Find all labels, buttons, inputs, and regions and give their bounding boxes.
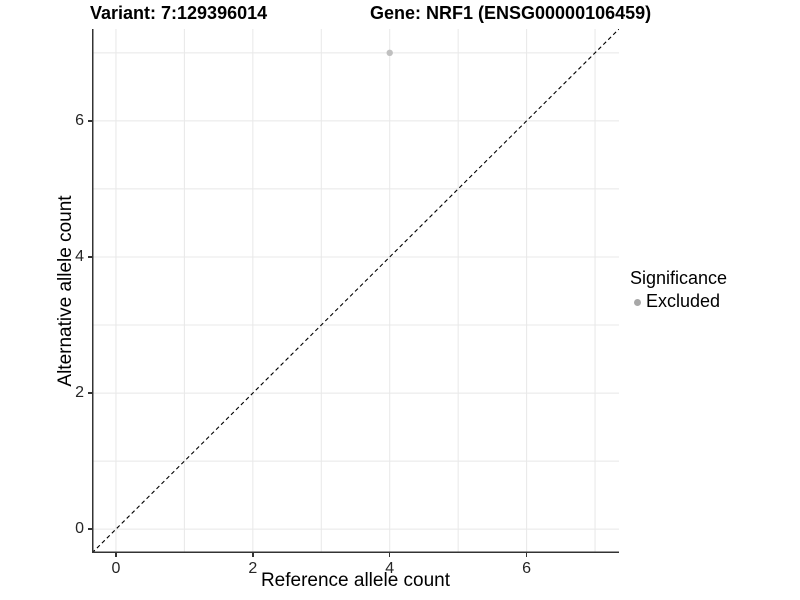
legend-point-icon: [634, 298, 641, 306]
y-tick-label: 2: [75, 384, 84, 402]
plot-title-variant: Variant: 7:129396014: [90, 3, 268, 23]
x-tick-label: 2: [248, 560, 258, 577]
plot-title-gene: Gene: NRF1 (ENSG00000106459): [370, 3, 652, 23]
y-tick-mark: [87, 256, 92, 258]
x-tick-label: 0: [111, 560, 121, 577]
data-point: [386, 49, 393, 57]
legend-item-label: Excluded: [646, 291, 721, 311]
plot-panel: [92, 29, 619, 553]
x-tick-label: 4: [385, 560, 395, 577]
legend-title: Significance: [630, 268, 728, 288]
identity-line: [92, 29, 619, 553]
y-tick-label: 6: [75, 111, 84, 129]
y-tick-mark: [87, 392, 92, 394]
plot-area-svg: [92, 29, 619, 553]
y-tick-label: 4: [75, 247, 84, 265]
legend-item-excluded: Excluded: [630, 291, 727, 312]
x-tick-mark: [388, 553, 391, 557]
y-axis-title: Alternative allele count: [55, 195, 76, 387]
x-tick-mark: [252, 553, 254, 557]
x-tick-label: 6: [522, 560, 532, 577]
y-tick-mark: [87, 120, 92, 122]
x-axis-title: Reference allele count: [260, 570, 451, 591]
x-tick-mark: [525, 553, 528, 557]
y-tick-mark: [87, 528, 92, 530]
legend: Significance Excluded: [630, 268, 727, 312]
y-tick-label: 0: [75, 520, 84, 538]
x-tick-mark: [115, 553, 117, 557]
